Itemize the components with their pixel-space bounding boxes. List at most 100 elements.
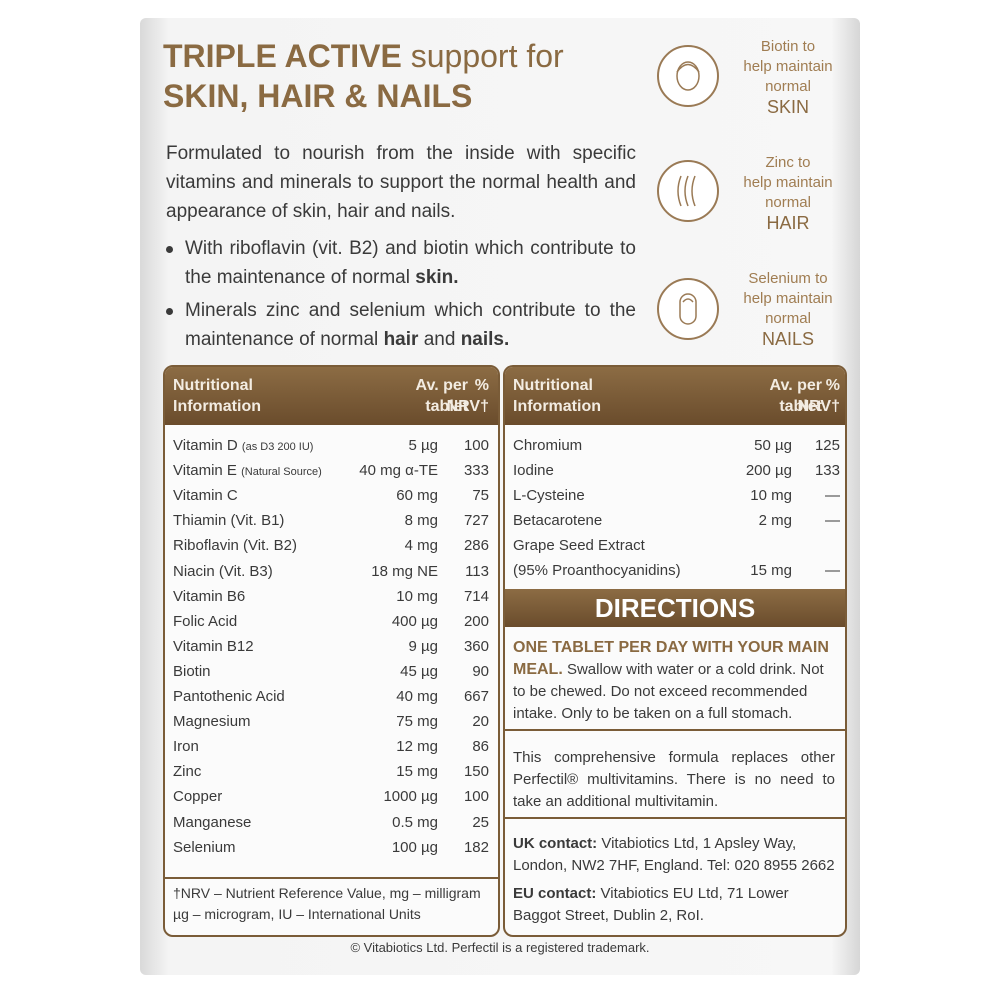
contact: UK contact: Vitabiotics Ltd, 1 Apsley Wa… <box>513 833 835 877</box>
amount: 12 mg <box>396 738 438 756</box>
nutrient-name: Manganese <box>173 813 252 831</box>
nutrient: Vitamin B12 <box>173 638 254 655</box>
amount: 0.5 mg <box>392 813 438 831</box>
nrv: 100 <box>463 788 489 806</box>
nutrient-name: Zinc <box>173 763 202 781</box>
skin-icon <box>657 45 719 107</box>
benefit-line: Selenium to <box>748 270 828 287</box>
bullet-text: skin. <box>415 267 459 288</box>
nutrient-name: Magnesium <box>173 713 251 731</box>
nutrient-name: Vitamin B6 <box>173 587 246 605</box>
nrv: 133 <box>814 462 840 480</box>
nutrient-name: (95% Proanthocyanidins) <box>513 562 681 580</box>
amount: 100 µg <box>391 838 438 856</box>
header-line: % <box>825 377 840 394</box>
header-cell: Av. per tablet <box>416 375 468 417</box>
bullet-text: Minerals zinc and selenium which contrib… <box>185 300 636 350</box>
intro: Formulated to nourish from the inside wi… <box>166 143 636 222</box>
note: This comprehensive formula replaces othe… <box>513 749 835 810</box>
amount: 10 mg <box>396 587 438 605</box>
header-line: Information <box>173 398 261 415</box>
nutrient: Betacarotene <box>513 512 602 529</box>
nrv: — <box>825 512 840 530</box>
nutrient-name: Vitamin C <box>173 487 238 505</box>
bullets: With riboflavin (vit. B2) and biotin whi… <box>166 234 636 358</box>
nrv: 25 <box>472 813 489 831</box>
amount: 15 mg <box>750 562 792 580</box>
header-cell: % NRV† <box>447 375 489 417</box>
left-table: Nutritional Information Av. per tablet% NRV†… <box>163 365 500 937</box>
header-line: tablet <box>425 398 468 415</box>
header-cell: Nutritional Information <box>513 375 601 417</box>
header-line: Information <box>513 398 601 415</box>
directions-title: DIRECTIONS <box>505 589 845 627</box>
amount: 50 µg <box>754 437 792 454</box>
title-bold: TRIPLE ACTIVE <box>163 38 402 74</box>
amount: 40 mg <box>396 688 438 705</box>
hair-icon <box>657 160 719 222</box>
amount: 400 µg <box>391 612 438 630</box>
nutrient: Folic Acid <box>173 613 237 630</box>
title-rest: support for <box>410 38 564 74</box>
contact: EU contact: Vitabiotics EU Ltd, 71 Lower… <box>513 883 835 927</box>
nrv: 200 <box>463 612 489 630</box>
header-line: Av. per <box>769 377 822 394</box>
benefit-line: normal <box>765 194 811 211</box>
nutrient: Thiamin (Vit. B1) <box>173 512 284 529</box>
nutrient-name: Niacin (Vit. B3) <box>173 562 273 580</box>
nutrient-name: Folic Acid <box>173 612 238 630</box>
nutrient: Vitamin E (Natural Source) <box>173 462 322 479</box>
amount: 200 µg <box>745 462 792 480</box>
contact-text: Vitabiotics Ltd, 1 Apsley Way, London, N… <box>513 835 835 874</box>
nutrient: Manganese <box>173 814 251 831</box>
benefit: Selenium to help maintain normal NAILS <box>713 269 863 349</box>
nutrient: Vitamin C <box>173 487 238 504</box>
nrv: 286 <box>463 537 489 555</box>
bullet-text: and <box>418 329 461 350</box>
nutrient-name: Iron <box>173 738 199 756</box>
nutrient: Vitamin D (as D3 200 IU) <box>173 437 313 454</box>
nutrient-name: Vitamin B12 <box>173 637 254 655</box>
nutrient: Zinc <box>173 763 201 780</box>
nrv: 727 <box>463 512 489 530</box>
header-cell: % NRV† <box>798 375 840 417</box>
footnote: †NRV – Nutrient Reference Value, mg – mi… <box>173 885 481 922</box>
directions-bold: ONE TABLET PER DAY WITH YOUR MAIN MEAL. <box>513 639 829 678</box>
nutrient: Pantothenic Acid <box>173 688 285 705</box>
nrv: 125 <box>814 437 840 454</box>
header-line: NRV† <box>797 398 840 415</box>
benefit-line: help maintain <box>743 174 833 191</box>
bullet-text: nails. <box>460 329 510 350</box>
amount: 75 mg <box>396 713 438 731</box>
nrv: 75 <box>472 487 489 505</box>
amount: 9 µg <box>408 637 439 655</box>
benefit-line: help maintain <box>743 58 833 75</box>
nails-icon <box>657 278 719 340</box>
benefit-line: normal <box>765 78 811 95</box>
amount: 4 mg <box>404 537 438 555</box>
header-cell: Av. per tablet <box>770 375 822 417</box>
nutrient: Iron <box>173 738 199 755</box>
header-line: % <box>474 377 489 394</box>
amount: 1000 µg <box>383 788 438 806</box>
bullet-text: With riboflavin (vit. B2) and biotin whi… <box>185 238 636 288</box>
header-line: tablet <box>779 398 822 415</box>
contact-label: UK contact: <box>513 835 598 852</box>
amount: 40 mg α-TE <box>359 462 438 480</box>
nutrient-name: Copper <box>173 788 223 806</box>
nutrient: Grape Seed Extract <box>513 537 645 554</box>
nrv: — <box>825 487 840 505</box>
nutrient-name: Biotin <box>173 662 211 680</box>
contact-text: Vitabiotics EU Ltd, 71 Lower Baggot Stre… <box>513 885 789 924</box>
table-header: Nutritional Information Av. per tablet% NRV† <box>505 367 845 425</box>
nutrient-name: Pantothenic Acid <box>173 688 285 705</box>
nutrient-name: Vitamin E <box>173 462 237 480</box>
title-line2: SKIN, HAIR & NAILS <box>163 78 473 114</box>
benefit-line: NAILS <box>761 329 815 349</box>
nrv: 714 <box>463 587 489 605</box>
benefit: Biotin to help maintain normal SKIN <box>713 37 863 117</box>
nrv: 182 <box>463 838 489 856</box>
nutrient: Biotin <box>173 663 211 680</box>
bullet-text: hair <box>383 329 419 350</box>
